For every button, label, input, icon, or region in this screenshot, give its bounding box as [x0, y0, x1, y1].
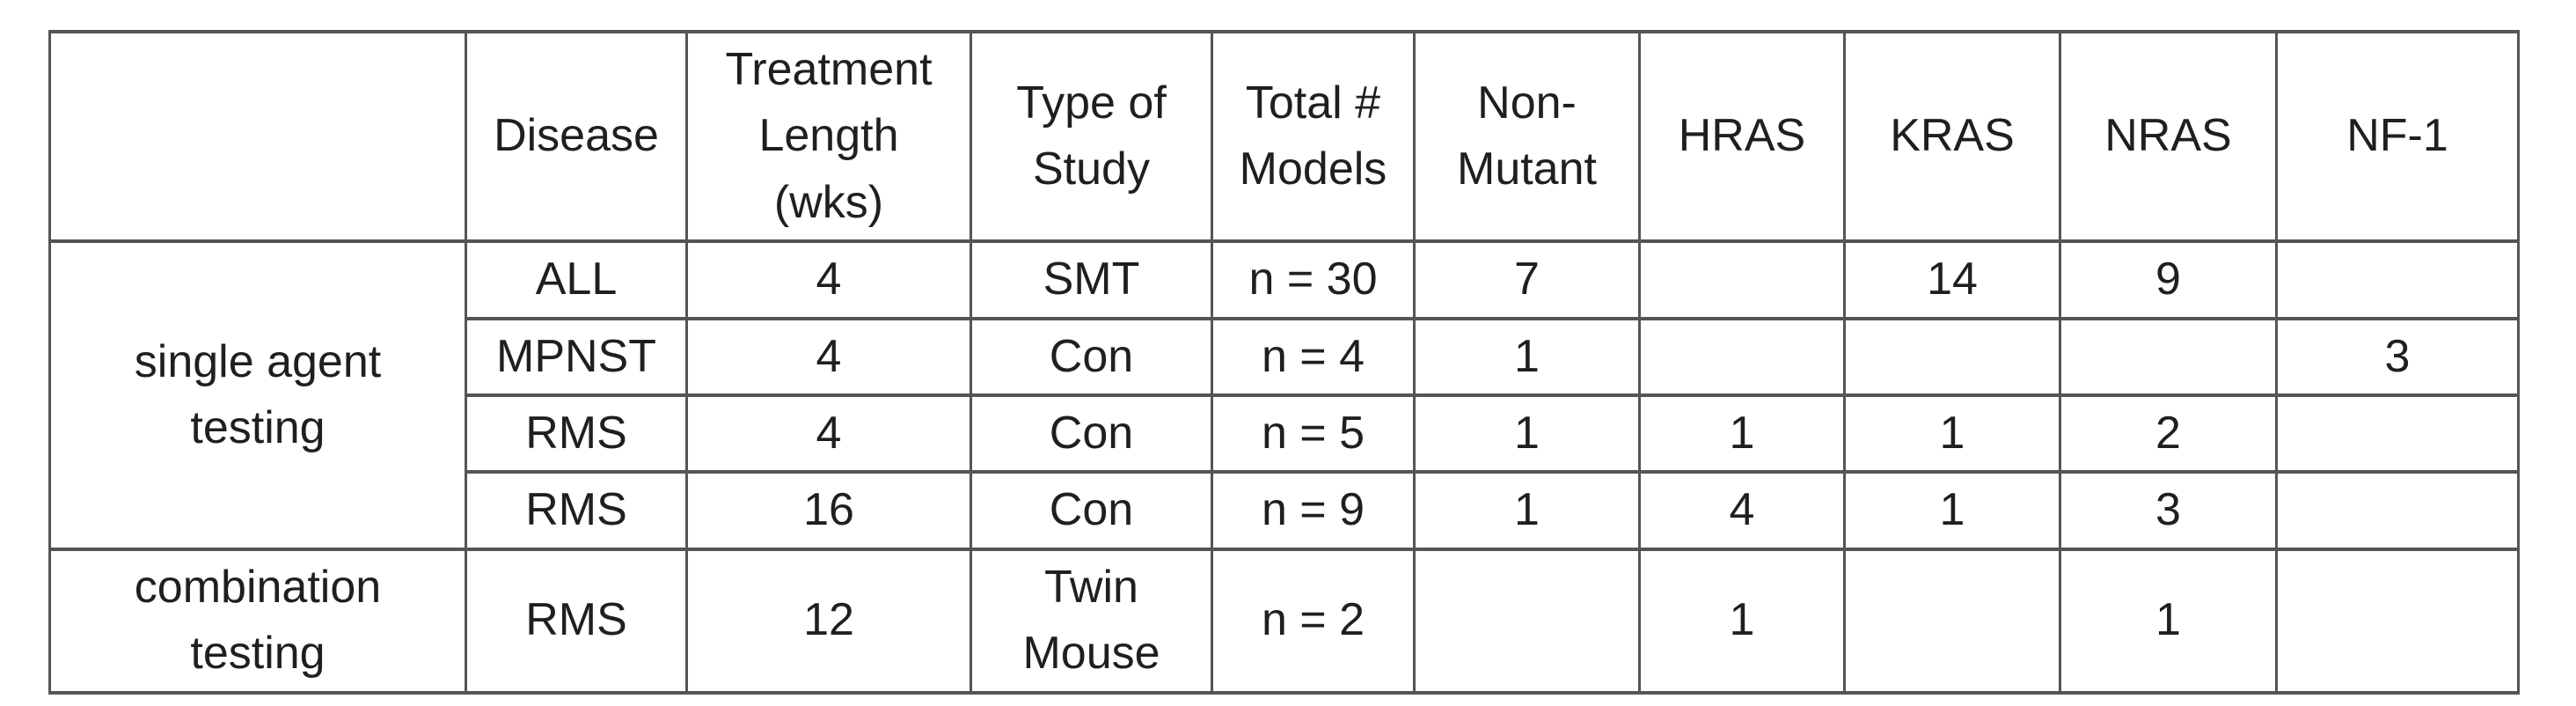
data-cell-nf1: [2275, 547, 2520, 695]
data-cell-non-mutant: 1: [1413, 316, 1641, 397]
data-cell-disease: MPNST: [465, 316, 688, 397]
data-cell-nras: 1: [2059, 547, 2278, 695]
table-header: Disease Treatment Length (wks) Type of S…: [48, 29, 2520, 244]
table-row-single-agent-rms-4wk: RMS 4 Con n = 5 1 1 1 2: [50, 393, 2520, 474]
column-header-non-mutant: Non- Mutant: [1413, 29, 1641, 244]
data-cell-non-mutant: [1413, 547, 1641, 695]
data-cell-nras: 9: [2059, 239, 2278, 320]
column-header-nf1: NF-1: [2275, 29, 2520, 244]
data-cell-nf1: [2275, 393, 2520, 474]
table-row-single-agent-all: single agent testing ALL 4 SMT n = 30 7 …: [48, 239, 2520, 551]
data-cell-treatment: 4: [685, 239, 972, 320]
column-header-total-models: Total # Models: [1211, 29, 1416, 244]
table-row-combination-rms: combination testing RMS 12 Twin Mouse n …: [48, 547, 2520, 695]
data-cell-treatment: 4: [685, 316, 972, 397]
data-cell-total-models: n = 2: [1211, 547, 1416, 695]
data-cell-kras: 1: [1843, 393, 2061, 474]
table-body: single agent testing ALL 4 SMT n = 30 7 …: [48, 239, 2520, 695]
header-row: Disease Treatment Length (wks) Type of S…: [48, 29, 2520, 244]
data-cell-total-models: n = 5: [1211, 393, 1416, 474]
study-models-table: Disease Treatment Length (wks) Type of S…: [48, 29, 2520, 695]
column-header-kras: KRAS: [1843, 29, 2061, 244]
data-cell-hras: [1638, 316, 1846, 397]
data-cell-total-models: n = 9: [1211, 470, 1416, 551]
data-cell-kras: 14: [1843, 239, 2061, 320]
data-cell-study-type: Con: [970, 393, 1213, 474]
column-header-hras: HRAS: [1638, 29, 1846, 244]
data-cell-disease: RMS: [465, 393, 688, 474]
data-cell-non-mutant: 7: [1413, 239, 1641, 320]
data-cell-nf1: 3: [2275, 316, 2520, 397]
data-cell-nras: 3: [2059, 470, 2278, 551]
data-cell-study-type: SMT: [970, 239, 1213, 320]
data-cell-nras: 2: [2059, 393, 2278, 474]
data-cell-kras: 1: [1843, 470, 2061, 551]
table-row-single-agent-mpnst: MPNST 4 Con n = 4 1 3: [50, 316, 2520, 397]
column-header-treatment-length: Treatment Length (wks): [685, 29, 972, 244]
data-cell-study-type: Con: [970, 316, 1213, 397]
data-cell-treatment: 12: [685, 547, 972, 695]
data-cell-study-type: Twin Mouse: [970, 547, 1213, 695]
data-cell-disease: ALL: [465, 239, 688, 320]
column-header-blank: [48, 29, 467, 244]
data-cell-treatment: 4: [685, 393, 972, 474]
data-cell-hras: 4: [1638, 470, 1846, 551]
data-cell-total-models: n = 4: [1211, 316, 1416, 397]
table-row-single-agent-rms-16wk: RMS 16 Con n = 9 1 4 1 3: [50, 470, 2520, 551]
data-cell-kras: [1843, 316, 2061, 397]
data-cell-nras: [2059, 316, 2278, 397]
data-cell-kras: [1843, 547, 2061, 695]
column-header-type-of-study: Type of Study: [970, 29, 1213, 244]
data-cell-non-mutant: 1: [1413, 393, 1641, 474]
data-cell-hras: [1638, 239, 1846, 320]
column-header-disease: Disease: [465, 29, 688, 244]
data-cell-total-models: n = 30: [1211, 239, 1416, 320]
data-cell-hras: 1: [1638, 393, 1846, 474]
data-cell-hras: 1: [1638, 547, 1846, 695]
group-label-cell-combination: combination testing: [48, 547, 467, 695]
data-cell-nf1: [2275, 239, 2520, 320]
data-cell-non-mutant: 1: [1413, 470, 1641, 551]
data-cell-study-type: Con: [970, 470, 1213, 551]
group-label-cell-single-agent: single agent testing: [48, 239, 467, 551]
data-cell-disease: RMS: [465, 547, 688, 695]
data-cell-treatment: 16: [685, 470, 972, 551]
column-header-nras: NRAS: [2059, 29, 2278, 244]
data-cell-disease: RMS: [465, 470, 688, 551]
data-cell-nf1: [2275, 470, 2520, 551]
